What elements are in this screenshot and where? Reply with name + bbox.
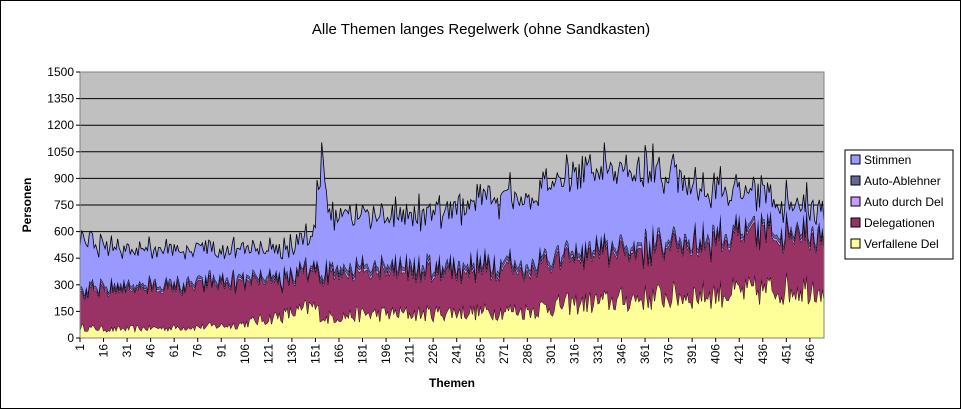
legend: Stimmen Auto-Ablehner Auto durch Del Delega… xyxy=(844,149,954,260)
x-tick-label: 436 xyxy=(756,344,770,364)
x-tick-label: 301 xyxy=(544,344,558,364)
y-axis: 0 150 300 450 600 750 900 1050 1200 1350 1500 xyxy=(47,65,80,345)
x-tick-label: 181 xyxy=(356,344,370,364)
x-tick-label: 376 xyxy=(662,344,676,364)
y-tick-label: 1350 xyxy=(47,92,74,106)
legend-swatch xyxy=(850,154,861,165)
stacked-areas xyxy=(79,142,825,338)
x-tick-label: 226 xyxy=(426,344,440,364)
y-tick-label: 1500 xyxy=(47,65,74,79)
x-tick-label: 241 xyxy=(450,344,464,364)
legend-swatch xyxy=(850,238,861,249)
area-verfallene-del xyxy=(80,271,824,338)
x-tick-label: 421 xyxy=(732,344,746,364)
x-tick-label: 361 xyxy=(638,344,652,364)
x-tick-label: 316 xyxy=(567,344,581,364)
y-tick-label: 1200 xyxy=(47,118,74,132)
x-tick-label: 61 xyxy=(167,344,181,358)
x-tick-label: 76 xyxy=(191,344,205,358)
y-axis-title: Personen xyxy=(20,178,34,233)
x-tick-label: 406 xyxy=(709,344,723,364)
y-tick-label: 450 xyxy=(54,251,74,265)
x-tick-label: 106 xyxy=(238,344,252,364)
y-tick-label: 0 xyxy=(67,331,74,345)
chart-title: Alle Themen langes Regelwerk (ohne Sandk… xyxy=(312,21,650,38)
x-tick-label: 331 xyxy=(591,344,605,364)
area-line-stimmen xyxy=(79,142,825,260)
y-tick-label: 1050 xyxy=(47,145,74,159)
x-tick-label: 31 xyxy=(120,344,134,358)
x-tick-label: 136 xyxy=(285,344,299,364)
y-tick-label: 300 xyxy=(54,278,74,292)
area-delegationen xyxy=(80,213,824,332)
legend-swatch xyxy=(850,196,861,207)
x-tick-label: 196 xyxy=(379,344,393,364)
legend-swatch xyxy=(850,175,861,186)
y-tick-label: 750 xyxy=(54,198,74,212)
y-tick-label: 900 xyxy=(54,171,74,185)
x-tick-label: 166 xyxy=(332,344,346,364)
x-axis-title: Themen xyxy=(429,376,475,390)
x-tick-label: 346 xyxy=(615,344,629,364)
x-tick-label: 286 xyxy=(520,344,534,364)
legend-label: Delegationen xyxy=(864,216,935,230)
legend-label: Verfallene Del xyxy=(864,237,939,251)
x-tick-label: 151 xyxy=(308,344,322,364)
x-tick-label: 391 xyxy=(685,344,699,364)
x-tick-label: 256 xyxy=(473,344,487,364)
legend-label: Stimmen xyxy=(864,153,911,167)
x-tick-label: 46 xyxy=(144,344,158,358)
x-tick-label: 466 xyxy=(803,344,817,364)
x-tick-label: 121 xyxy=(261,344,275,364)
legend-swatch xyxy=(850,217,861,228)
legend-label: Auto durch Del xyxy=(864,195,943,209)
x-tick-label: 1 xyxy=(73,344,87,351)
legend-box xyxy=(844,149,954,260)
x-tick-label: 16 xyxy=(97,344,111,358)
x-tick-label: 271 xyxy=(497,344,511,364)
legend-label: Auto-Ablehner xyxy=(864,174,941,188)
x-tick-label: 211 xyxy=(403,344,417,363)
y-tick-label: 150 xyxy=(54,304,74,318)
area-stimmen xyxy=(80,142,824,296)
y-tick-label: 600 xyxy=(54,225,74,239)
x-axis: 1 16 31 46 61 76 91 106 121 136 151 166 181 196 211 226… xyxy=(73,338,817,364)
x-tick-label: 451 xyxy=(779,344,793,364)
x-tick-label: 91 xyxy=(214,344,228,358)
